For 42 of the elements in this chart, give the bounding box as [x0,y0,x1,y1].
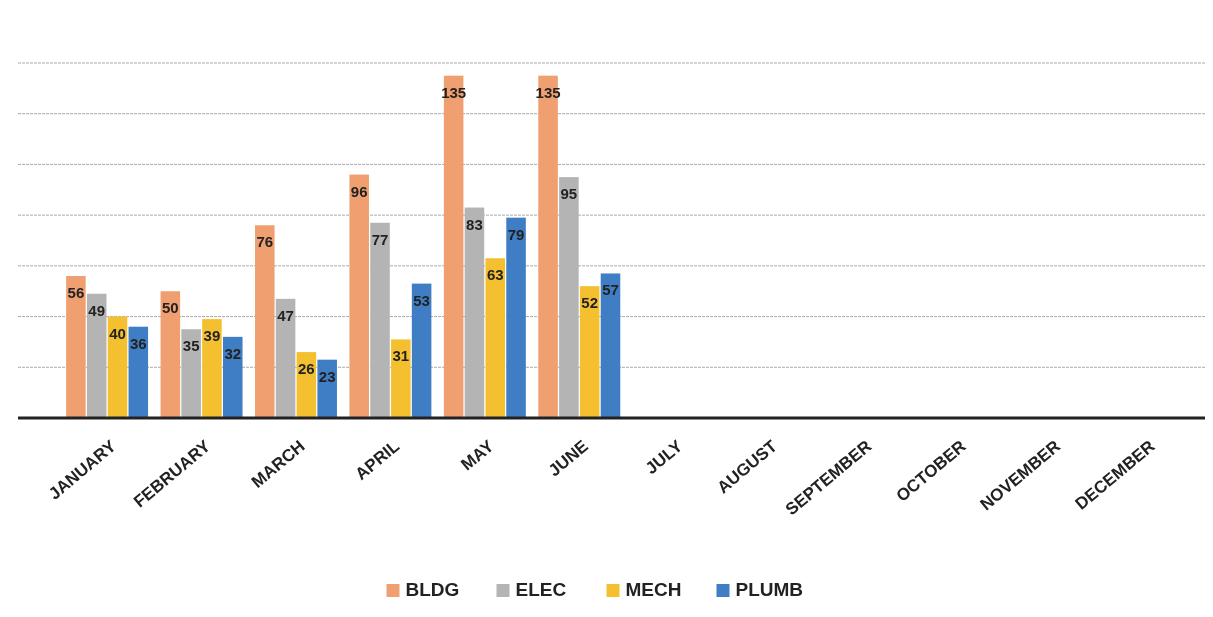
data-label: 47 [277,306,294,324]
data-label: 23 [318,367,336,385]
bar [66,276,86,418]
data-label: 35 [182,337,200,355]
data-label: 77 [371,230,389,248]
legend-label: BLDG [405,579,460,600]
bar [255,225,275,418]
data-label: 36 [129,334,147,352]
data-label: 40 [109,324,126,342]
data-label: 83 [466,215,483,233]
data-label: 31 [392,347,410,365]
bar [506,217,526,418]
data-label: 96 [350,182,368,200]
legend-label: MECH [625,579,682,600]
data-label: 53 [413,291,430,309]
data-label: 50 [162,299,179,317]
bar [202,319,222,418]
bar [579,286,600,418]
legend-label: PLUMB [735,579,804,600]
data-label: 49 [88,301,106,319]
bar [107,316,128,418]
bar [600,273,621,418]
data-label: 52 [581,294,599,312]
data-label: 39 [203,327,221,345]
bar [411,283,432,418]
data-label: 57 [602,281,619,299]
bar [485,258,506,418]
bar [349,174,369,418]
bar [391,339,411,418]
data-label: 76 [256,233,274,251]
bar [160,291,181,418]
legend-label: ELEC [515,579,567,600]
bar [317,359,337,418]
data-label: 95 [560,185,578,203]
data-label: 56 [67,284,85,301]
data-label: 32 [224,344,242,362]
data-label: 63 [486,266,504,284]
bar [443,75,464,418]
bar [222,336,243,418]
bar [538,75,558,418]
data-label: 79 [507,225,525,243]
data-label: 26 [298,360,315,378]
